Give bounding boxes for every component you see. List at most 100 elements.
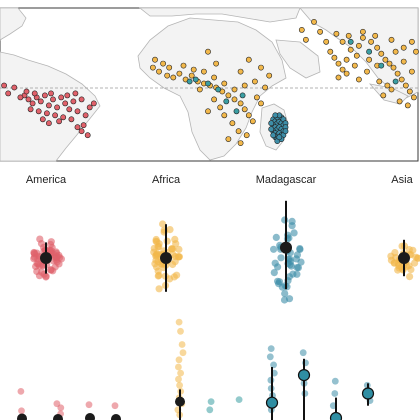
- map-point-asia: [372, 32, 379, 39]
- map-point-asia: [386, 60, 393, 67]
- map-point-africa_secondary: [223, 98, 230, 105]
- map-point-asia: [382, 56, 389, 63]
- region-label-asia: Asia: [391, 174, 413, 186]
- map-point-africa: [241, 106, 248, 113]
- map-point-america: [72, 90, 79, 97]
- map-point-asia: [408, 68, 415, 75]
- map-point-asia: [339, 66, 346, 73]
- landmass-central-america: [0, 7, 27, 41]
- map-point-asia: [339, 38, 346, 45]
- map-point-africa_secondary: [186, 78, 193, 85]
- map-point-asia: [345, 32, 352, 39]
- strip-point: [179, 349, 187, 357]
- map-point-asia: [396, 98, 403, 105]
- map-point-america: [37, 98, 44, 105]
- swarm-point-asia: [406, 273, 414, 281]
- swarm-point-madagascar: [292, 255, 300, 263]
- map-point-america: [25, 96, 32, 103]
- strip-point: [177, 327, 184, 335]
- map-point-africa: [253, 94, 260, 101]
- map-point-asia: [404, 102, 411, 109]
- swarm-point-madagascar: [274, 277, 282, 285]
- strip-point: [18, 407, 25, 415]
- map-point-asia: [343, 70, 350, 77]
- map-point-america: [60, 114, 67, 121]
- map-point-madagascar: [270, 132, 277, 139]
- map-point-asia: [351, 62, 358, 69]
- swarm-point-madagascar: [270, 245, 278, 253]
- map-point-asia: [355, 42, 362, 49]
- map-point-asia: [359, 28, 366, 35]
- map-point-america: [82, 112, 89, 119]
- map-point-asia: [413, 48, 419, 55]
- map-point-africa: [180, 62, 187, 69]
- map-point-africa: [245, 112, 252, 119]
- map-point-asia: [400, 58, 407, 65]
- map-point-asia: [353, 52, 360, 59]
- map-point-africa: [266, 72, 273, 79]
- map-point-america: [23, 88, 30, 95]
- swarm-point-africa: [155, 285, 163, 293]
- map-point-africa: [176, 70, 183, 77]
- map-point-africa: [262, 84, 268, 91]
- map-point-africa: [241, 82, 248, 89]
- map-point-africa: [211, 96, 217, 103]
- swarm-point-madagascar: [285, 295, 294, 303]
- map-point-africa_secondary: [347, 38, 354, 45]
- swarm-point-africa: [154, 243, 162, 251]
- map-point-africa: [200, 68, 207, 75]
- map-point-asia: [392, 48, 399, 55]
- strip-mean: [361, 387, 375, 400]
- map-point-africa_secondary: [378, 62, 385, 69]
- map-point-asia: [384, 82, 391, 89]
- swarm-point-america: [42, 273, 50, 281]
- map-point-africa: [217, 104, 224, 111]
- map-point-america: [66, 106, 73, 113]
- strip-mean: [329, 411, 343, 420]
- map-point-asia: [406, 88, 413, 95]
- swarm-point-madagascar: [281, 290, 289, 298]
- map-point-asia: [398, 76, 405, 83]
- region-label-america: America: [26, 174, 67, 186]
- map-point-america: [90, 100, 97, 107]
- region-label-madagascar: Madagascar: [256, 174, 317, 186]
- swarm-point-america: [48, 243, 56, 252]
- swarm-point-asia: [412, 253, 420, 261]
- swarm-point-africa: [173, 271, 181, 279]
- swarm-point-madagascar: [288, 222, 296, 230]
- strip-point: [175, 375, 182, 383]
- map-point-america: [54, 104, 60, 111]
- strip-point: [267, 376, 275, 384]
- swarm-mean-africa: [160, 252, 172, 264]
- map-point-asia: [366, 56, 372, 63]
- map-point-america: [31, 90, 38, 97]
- map-point-asia: [323, 38, 330, 45]
- map-point-america: [58, 94, 65, 101]
- map-point-asia: [333, 30, 340, 37]
- swarm-point-madagascar: [271, 259, 279, 267]
- map-point-america: [5, 90, 12, 97]
- map-point-africa: [231, 96, 238, 103]
- map-point-america: [42, 92, 48, 99]
- strip-point: [331, 390, 339, 397]
- swarm-point-madagascar: [293, 270, 301, 278]
- map-point-asia: [376, 78, 383, 85]
- region-label-africa: Africa: [152, 174, 181, 186]
- swarm-point-africa: [154, 267, 162, 275]
- map-point-asia: [364, 68, 370, 75]
- strip-point: [85, 401, 93, 409]
- map-point-africa: [245, 56, 252, 63]
- map-point-america: [50, 96, 56, 103]
- map-land: [0, 7, 419, 162]
- swarm-point-madagascar: [272, 233, 280, 241]
- region-labels: America Africa Madagascar Asia: [26, 174, 414, 186]
- map-point-africa_secondary: [205, 80, 211, 87]
- map-point-africa: [166, 64, 173, 71]
- swarm-point-america: [47, 238, 55, 246]
- map-point-africa: [258, 100, 264, 107]
- map-point-africa: [160, 60, 166, 67]
- strip-point: [176, 381, 184, 389]
- strip-point: [178, 341, 186, 348]
- swarm-point-madagascar: [270, 269, 278, 277]
- map-point-america: [35, 108, 42, 115]
